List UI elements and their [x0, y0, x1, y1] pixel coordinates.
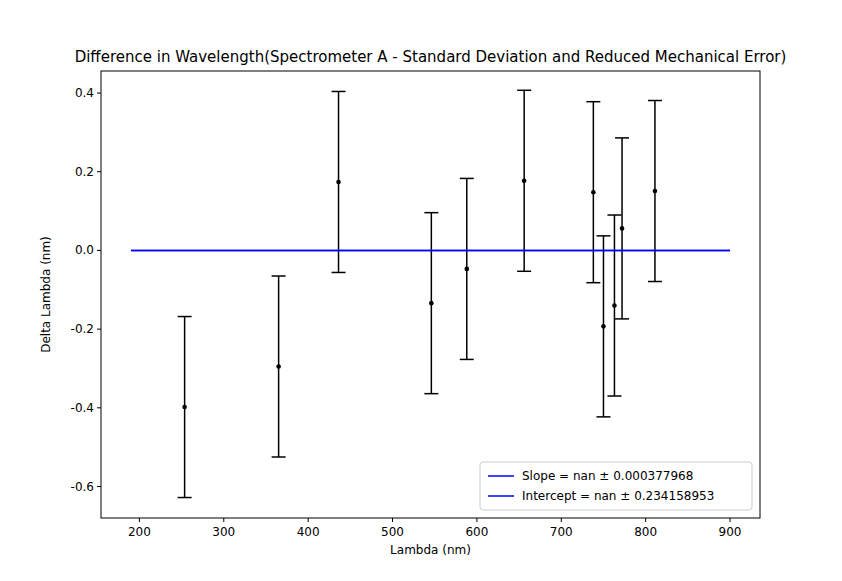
y-tick — [97, 93, 101, 94]
error-cap — [272, 275, 286, 277]
x-tick-label: 700 — [550, 525, 573, 539]
legend-swatch — [488, 495, 514, 497]
legend: Slope = nan ± 0.000377968 Intercept = nan… — [480, 462, 752, 510]
error-bar — [586, 102, 600, 283]
error-cap — [460, 178, 474, 180]
data-point — [522, 178, 527, 183]
y-tick — [97, 250, 101, 251]
error-cap — [596, 235, 610, 237]
data-point — [276, 364, 281, 369]
x-tick — [308, 518, 309, 522]
y-tick — [97, 407, 101, 408]
data-point — [336, 180, 341, 185]
x-tick-label: 800 — [634, 525, 657, 539]
data-point — [464, 267, 469, 272]
x-tick — [645, 518, 646, 522]
y-tick-label: 0.4 — [75, 86, 94, 100]
error-bar — [424, 213, 438, 394]
legend-label: Slope = nan ± 0.000377968 — [522, 469, 693, 483]
data-point — [612, 303, 617, 308]
data-point — [429, 301, 434, 306]
error-bar — [615, 138, 629, 319]
error-cap — [460, 359, 474, 361]
error-cap — [586, 101, 600, 103]
data-point — [182, 405, 187, 410]
y-tick — [97, 486, 101, 487]
y-axis-label: Delta Lambda (nm) — [39, 236, 53, 353]
legend-label: Intercept = nan ± 0.234158953 — [522, 489, 714, 503]
error-cap — [332, 272, 346, 274]
error-cap — [517, 90, 531, 92]
x-tick-label: 400 — [297, 525, 320, 539]
x-tick — [730, 518, 731, 522]
error-bar — [596, 236, 610, 417]
error-bar — [460, 178, 474, 359]
error-cap — [596, 416, 610, 418]
error-cap — [178, 497, 192, 499]
y-tick — [97, 171, 101, 172]
data-point — [601, 324, 606, 329]
x-tick-label: 500 — [381, 525, 404, 539]
error-bar — [648, 101, 662, 282]
error-bar — [517, 90, 531, 271]
fit-line — [131, 250, 730, 252]
x-tick-label: 600 — [465, 525, 488, 539]
title: Difference in Wavelength(Spectrometer A … — [75, 48, 787, 66]
x-tick-label: 900 — [719, 525, 742, 539]
x-axis-label: Lambda (nm) — [390, 543, 471, 557]
error-cap — [178, 316, 192, 318]
y-tick-label: -0.6 — [71, 480, 94, 494]
x-tick-label: 200 — [128, 525, 151, 539]
chart: Difference in Wavelength(Spectrometer A … — [0, 0, 842, 581]
x-tick — [392, 518, 393, 522]
error-cap — [424, 393, 438, 395]
y-tick-label: 0.2 — [75, 165, 94, 179]
error-cap — [517, 271, 531, 273]
x-tick — [561, 518, 562, 522]
error-cap — [424, 212, 438, 214]
error-bar — [607, 215, 621, 396]
data-point — [653, 189, 658, 194]
error-cap — [615, 318, 629, 320]
fit-line — [131, 250, 730, 252]
y-tick — [97, 329, 101, 330]
x-tick — [476, 518, 477, 522]
error-bar — [178, 317, 192, 498]
x-tick — [139, 518, 140, 522]
error-cap — [648, 100, 662, 102]
background — [0, 0, 842, 581]
error-cap — [272, 456, 286, 458]
data-point — [620, 226, 625, 231]
error-cap — [607, 395, 621, 397]
x-tick-label: 300 — [212, 525, 235, 539]
error-cap — [332, 91, 346, 93]
y-tick-label: -0.2 — [71, 322, 94, 336]
legend-swatch — [488, 475, 514, 477]
error-cap — [586, 282, 600, 284]
error-cap — [607, 214, 621, 216]
error-cap — [615, 137, 629, 139]
y-tick-label: -0.4 — [71, 401, 94, 415]
y-tick-label: 0.0 — [75, 243, 94, 257]
data-point — [591, 190, 596, 195]
legend-box — [480, 462, 752, 510]
error-cap — [648, 281, 662, 283]
plot-marks — [131, 90, 730, 497]
plot-frame — [101, 71, 760, 518]
error-bar — [272, 276, 286, 457]
error-bar — [332, 91, 346, 272]
x-tick — [223, 518, 224, 522]
